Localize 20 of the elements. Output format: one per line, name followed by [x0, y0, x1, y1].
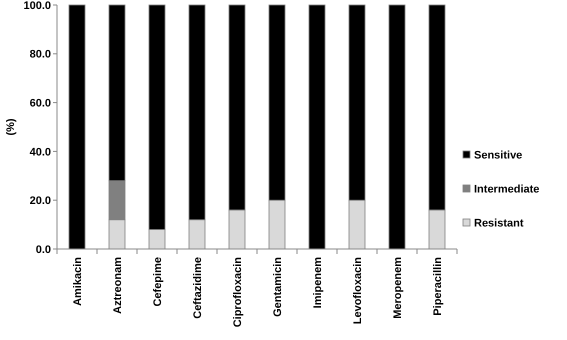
x-tick-label: Ceftazidime — [192, 257, 204, 319]
x-tick-label: Cefepime — [152, 257, 164, 307]
x-tick-label: Gentamicin — [272, 256, 284, 317]
x-tick-label: Aztreonam — [112, 256, 124, 314]
legend-label: Intermediate — [474, 183, 540, 196]
y-axis-title: (%) — [5, 118, 17, 136]
x-tick-label: Ciprofloxacin — [232, 256, 244, 328]
x-tick-label: Meropenem — [392, 256, 404, 319]
x-tick-label: Levofloxacin — [352, 256, 364, 324]
y-tick-label: 20.0 — [30, 195, 51, 208]
x-tick-label: Amikacin — [72, 256, 84, 306]
y-tick-label: 80.0 — [30, 48, 51, 61]
y-tick-label: 0.0 — [36, 244, 51, 256]
x-tick-label: Piperacillin — [432, 256, 444, 316]
x-tick-label: Imipenem — [312, 256, 324, 308]
y-tick-label: 100.0 — [23, 0, 51, 12]
legend-label: Sensitive — [474, 149, 522, 162]
y-tick-label: 40.0 — [30, 146, 51, 158]
y-tick-label: 60.0 — [30, 97, 51, 110]
legend-label: Resistant — [474, 217, 524, 230]
